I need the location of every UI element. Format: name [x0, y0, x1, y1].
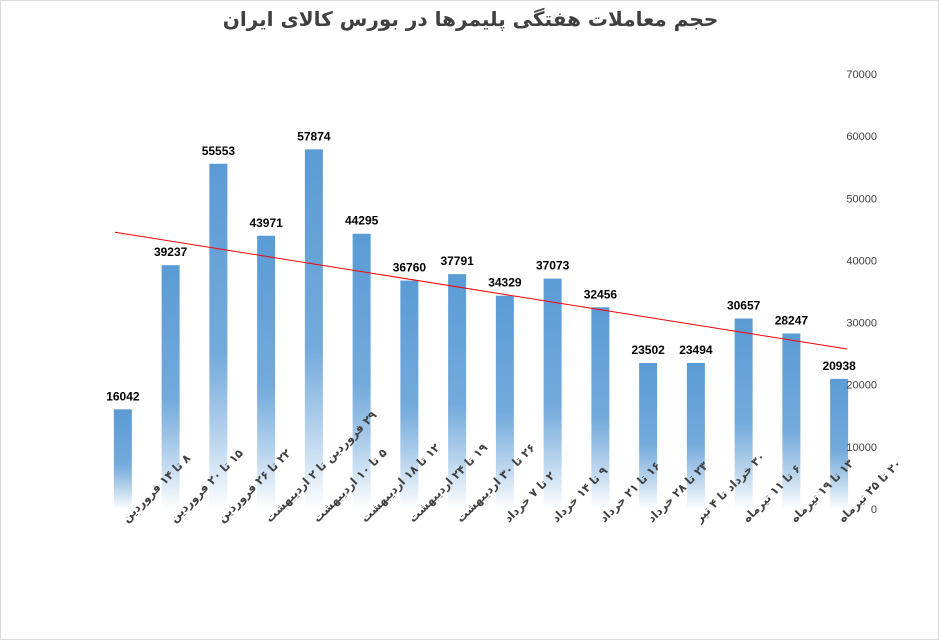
y-tick-label: 40000 [846, 255, 877, 267]
bar [161, 265, 180, 509]
data-label: 34329 [488, 276, 522, 290]
y-tick-label: 60000 [846, 131, 877, 143]
bar [591, 307, 610, 509]
bar [543, 278, 562, 509]
bar [448, 274, 467, 509]
data-label: 30657 [727, 298, 761, 312]
y-axis: 0 10000 20000 30000 40000 50000 60000 70000 [846, 69, 877, 516]
data-label: 32456 [584, 287, 618, 301]
y-tick-label: 70000 [846, 69, 877, 81]
trendline [114, 231, 848, 350]
data-label: 23502 [631, 343, 665, 357]
data-label: 39237 [154, 245, 188, 259]
y-tick-label: 0 [871, 504, 877, 516]
data-label: 16042 [106, 389, 140, 403]
bar [686, 363, 705, 509]
y-tick-label: 30000 [846, 318, 877, 330]
bar [495, 295, 514, 509]
bar [639, 362, 658, 509]
bar [782, 333, 801, 509]
bar [400, 280, 419, 509]
data-label: 44295 [345, 214, 379, 228]
data-label: 36760 [393, 261, 427, 275]
bars-layer [113, 149, 849, 510]
y-tick-label: 10000 [846, 442, 877, 454]
bar [209, 163, 228, 510]
data-label: 28247 [775, 313, 809, 327]
bar [113, 409, 132, 509]
data-label: 23494 [679, 343, 713, 357]
data-label: 37791 [440, 254, 474, 268]
value-labels-layer: 16042 39237 55553 43971 57874 44295 36760 37791… [106, 129, 856, 403]
bar [257, 235, 276, 509]
chart-title: حجم معاملات هفتگی پلیمرها در بورس کالای … [222, 7, 719, 31]
bar [352, 233, 371, 509]
data-label: 57874 [297, 129, 331, 143]
data-label: 20938 [822, 359, 856, 373]
bar [830, 378, 849, 509]
data-label: 37073 [536, 259, 570, 273]
data-label: 43971 [249, 216, 283, 230]
bar [304, 149, 323, 509]
data-label: 55553 [202, 144, 236, 158]
y-tick-label: 20000 [846, 380, 877, 392]
y-tick-label: 50000 [846, 193, 877, 205]
trendline-layer [114, 231, 848, 350]
bar [734, 318, 753, 509]
